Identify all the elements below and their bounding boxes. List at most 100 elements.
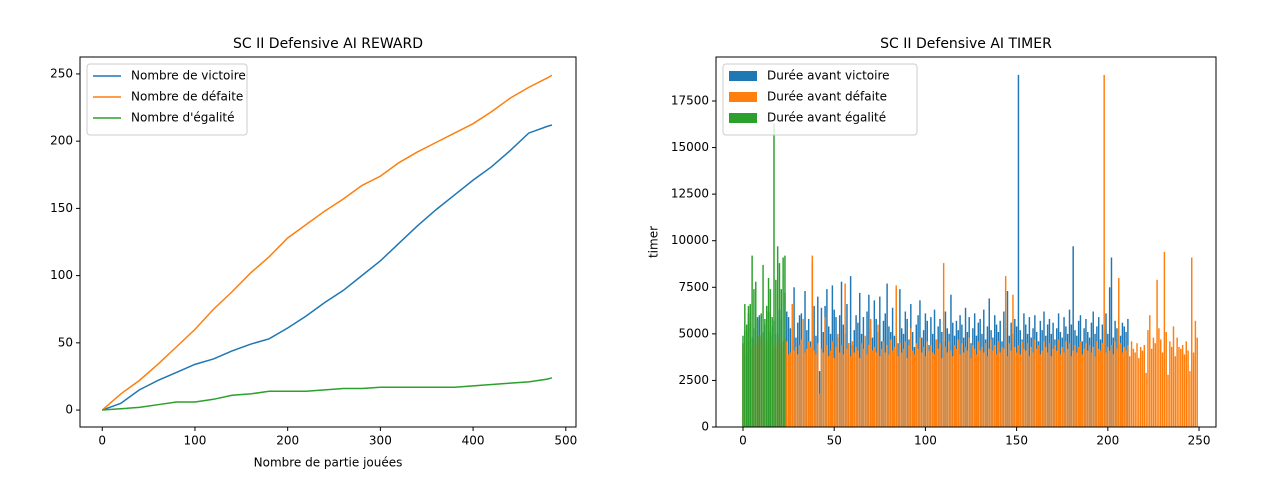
bar xyxy=(1077,346,1080,427)
bar xyxy=(851,341,854,427)
bar xyxy=(1010,350,1012,427)
bar xyxy=(1088,345,1091,427)
bar xyxy=(1139,346,1142,427)
bar xyxy=(1048,343,1051,427)
x-tick-label: 400 xyxy=(462,434,485,448)
bar xyxy=(895,285,897,427)
bar xyxy=(853,352,856,427)
bar xyxy=(820,348,823,427)
bar xyxy=(835,346,837,427)
bar xyxy=(795,346,797,427)
bar xyxy=(789,352,792,427)
bar xyxy=(957,339,959,427)
bar xyxy=(871,350,874,427)
bar xyxy=(961,343,963,427)
bar xyxy=(747,305,750,427)
bar xyxy=(1116,348,1118,427)
bar xyxy=(846,348,848,427)
bar xyxy=(1167,374,1169,427)
plot-area xyxy=(742,74,1198,427)
bar xyxy=(1149,315,1151,427)
bar xyxy=(765,305,768,427)
bar xyxy=(948,341,950,427)
bar xyxy=(782,257,784,427)
bar xyxy=(1110,257,1113,427)
bar xyxy=(829,350,832,427)
bar xyxy=(855,346,857,427)
bar xyxy=(950,350,952,427)
bar xyxy=(866,354,868,427)
bar xyxy=(1180,348,1182,427)
bar xyxy=(1152,337,1155,427)
bar xyxy=(986,356,989,427)
bar xyxy=(1112,354,1115,427)
bar xyxy=(849,356,852,427)
bar xyxy=(1141,350,1144,427)
bar xyxy=(859,358,861,427)
bar xyxy=(977,341,980,427)
bar xyxy=(862,348,865,427)
bar xyxy=(1032,352,1034,427)
bar xyxy=(1026,343,1029,427)
x-tick-label: 150 xyxy=(1005,434,1028,448)
bar xyxy=(1150,348,1153,427)
legend-swatch xyxy=(729,92,757,102)
bar xyxy=(1035,348,1038,427)
bar xyxy=(953,345,956,427)
legend-label: Durée avant égalité xyxy=(767,111,886,125)
bar xyxy=(908,345,910,427)
bar xyxy=(1125,350,1127,427)
bar xyxy=(900,352,903,427)
bar xyxy=(1147,330,1149,427)
bar xyxy=(946,352,949,427)
bar xyxy=(817,343,819,427)
bar xyxy=(890,339,892,427)
bar xyxy=(941,358,943,427)
y-tick-label: 0 xyxy=(65,403,73,417)
bar xyxy=(767,277,770,427)
y-tick-label: 10000 xyxy=(671,233,709,247)
bar xyxy=(1050,356,1053,427)
bar xyxy=(1072,350,1074,427)
bar xyxy=(1079,341,1082,427)
x-axis-label: Nombre de partie jouées xyxy=(254,456,403,470)
bar xyxy=(1096,341,1098,427)
bar xyxy=(1052,348,1054,427)
bar xyxy=(1070,356,1073,427)
bar xyxy=(972,345,974,427)
bar xyxy=(1187,350,1189,427)
bar xyxy=(1072,246,1074,427)
bar xyxy=(930,345,932,427)
bar xyxy=(787,354,790,427)
y-tick-label: 50 xyxy=(58,335,73,349)
bar xyxy=(786,341,788,427)
bar xyxy=(804,352,806,427)
bar xyxy=(1189,371,1191,427)
chart-title: SC II Defensive AI TIMER xyxy=(880,36,1052,52)
bar xyxy=(831,341,834,427)
bar xyxy=(869,318,872,427)
bar xyxy=(818,393,821,427)
bar xyxy=(964,346,967,427)
bar xyxy=(988,348,990,427)
bar xyxy=(1063,352,1065,427)
bar xyxy=(784,255,786,427)
bar xyxy=(1101,343,1104,427)
bar xyxy=(1107,346,1109,427)
bar xyxy=(1181,345,1184,427)
bar xyxy=(1019,354,1021,427)
bar xyxy=(842,354,845,427)
bar xyxy=(838,352,841,427)
bar xyxy=(933,354,936,427)
bar xyxy=(840,345,843,427)
bar xyxy=(917,348,919,427)
bar xyxy=(811,255,814,427)
bar xyxy=(1034,339,1036,427)
bar xyxy=(1003,348,1005,427)
legend-box xyxy=(722,63,918,136)
bar xyxy=(1165,331,1167,427)
bar xyxy=(888,354,890,427)
bar xyxy=(1105,352,1107,427)
bar xyxy=(1057,339,1060,427)
